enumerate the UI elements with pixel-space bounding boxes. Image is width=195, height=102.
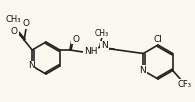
Text: CF₃: CF₃ <box>178 80 192 89</box>
Text: N: N <box>101 42 108 50</box>
Text: N: N <box>28 62 35 70</box>
Text: O: O <box>72 34 79 43</box>
Text: N: N <box>139 66 146 75</box>
Text: O: O <box>23 19 30 28</box>
Text: NH: NH <box>84 47 97 55</box>
Text: O: O <box>11 28 18 37</box>
Text: CH₃: CH₃ <box>95 28 109 38</box>
Text: Cl: Cl <box>154 34 162 43</box>
Text: CH₃: CH₃ <box>5 16 21 24</box>
